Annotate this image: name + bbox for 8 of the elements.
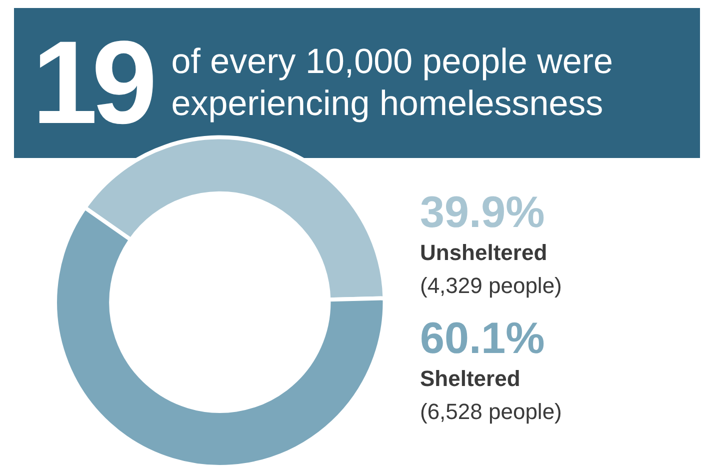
chart-subtitle: of every 10,000 people were experiencing homelessness — [171, 41, 614, 125]
data-label: 39.9% — [420, 188, 546, 237]
text: (6,528 people) — [420, 398, 563, 426]
slice-label: Unsheltered — [420, 239, 548, 268]
chart-title: 19 — [32, 17, 152, 149]
slice-label: Sheltered — [420, 365, 522, 394]
text: (4,329 people) — [420, 272, 563, 300]
data-label: 60.1% — [420, 314, 546, 364]
